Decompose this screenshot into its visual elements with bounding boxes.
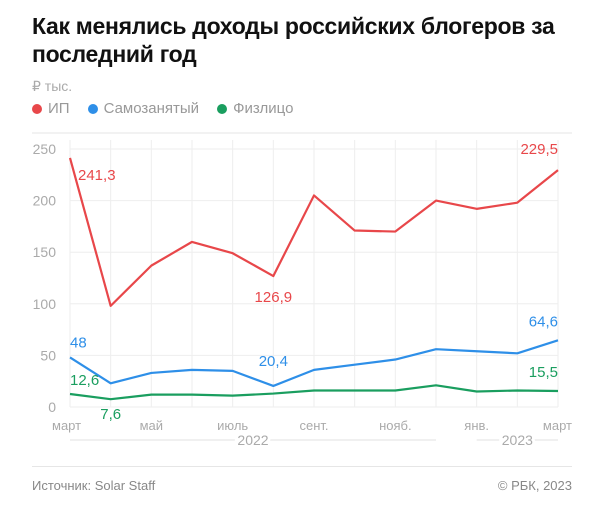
y-tick-label: 50 [40,347,56,363]
chart-title: Как менялись доходы российских блогеров … [32,13,555,67]
x-tick-label: нояб. [379,418,412,433]
legend-dot-icon [87,103,98,114]
year-label: 2022 [237,432,268,448]
data-label: 20,4 [259,353,288,370]
data-label: 229,5 [520,141,558,158]
data-label: 12,6 [70,372,99,389]
data-label: 7,6 [100,406,121,423]
legend-dot-icon [217,103,228,114]
data-label: 48 [70,334,87,351]
x-tick-label: май [140,418,163,433]
y-tick-label: 250 [33,141,57,157]
x-tick-label: июль [217,418,248,433]
legend-item-ip: ИП [32,100,70,117]
x-tick-label: сент. [299,418,328,433]
year-label: 2023 [502,432,533,448]
legend: ИП Самозанятый Физлицо [32,100,293,117]
unit-label: ₽ тыс. [32,78,73,94]
footer-divider [32,466,572,467]
y-tick-label: 150 [33,244,57,260]
x-tick-label: март [52,418,81,433]
legend-dot-icon [32,103,42,114]
x-tick-label: янв. [464,418,489,433]
legend-label: Самозанятый [103,100,200,117]
legend-label: ИП [48,100,70,117]
y-tick-label: 100 [33,296,57,312]
legend-item-individual: Физлицо [217,100,293,117]
y-tick-label: 200 [33,193,57,209]
data-label: 126,9 [255,289,293,306]
data-label: 15,5 [529,364,558,381]
y-tick-label: 0 [48,399,56,415]
legend-item-self-employed: Самозанятый [87,100,200,117]
data-label: 64,6 [529,313,558,330]
legend-label: Физлицо [233,100,294,117]
data-label: 241,3 [78,167,116,184]
source-note: Источник: Solar Staff [32,478,156,493]
x-tick-label: март [543,418,572,433]
copyright: © РБК, 2023 [497,478,572,493]
